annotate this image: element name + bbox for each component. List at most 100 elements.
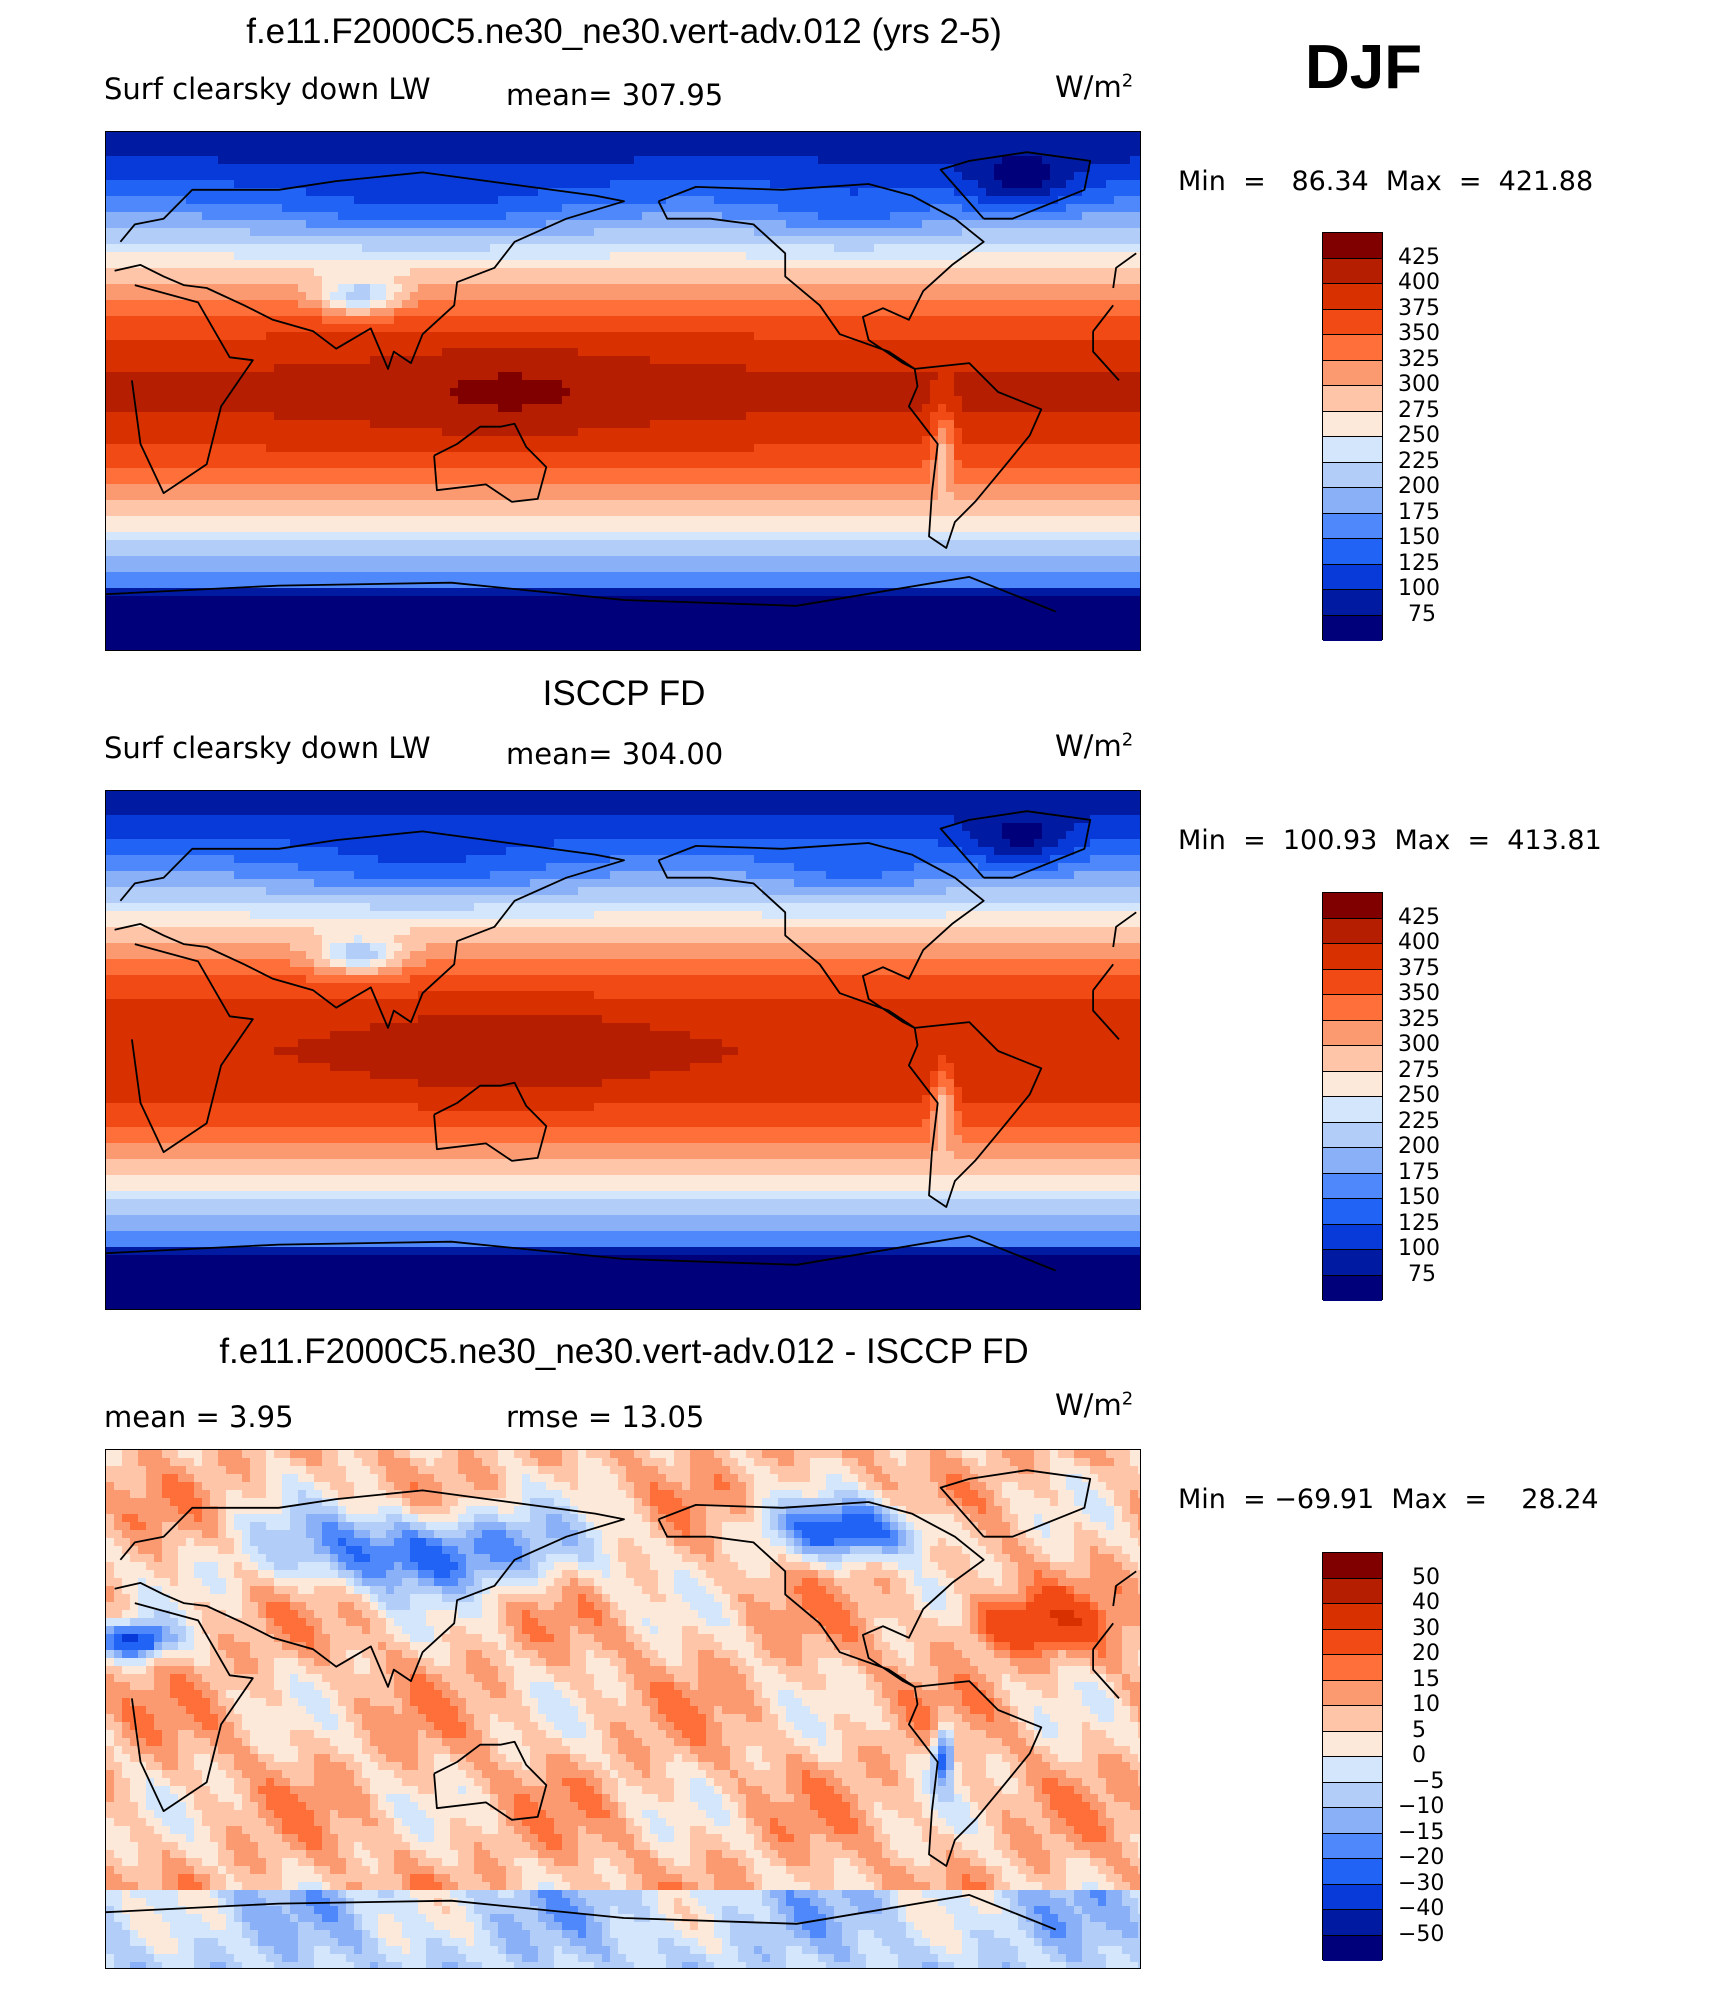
field-cell: [978, 340, 987, 349]
field-cell: [682, 268, 691, 277]
field-cell: [362, 172, 371, 181]
field-cell: [826, 412, 835, 421]
field-cell: [1138, 148, 1140, 157]
field-cell: [250, 228, 259, 237]
field-cell: [850, 292, 859, 301]
field-cell: [858, 340, 867, 349]
field-cell: [130, 260, 139, 269]
field-cell: [210, 348, 219, 357]
field-cell: [826, 212, 835, 221]
field-cell: [586, 132, 595, 141]
field-cell: [618, 212, 627, 221]
field-cell: [562, 132, 571, 141]
field-cell: [842, 172, 851, 181]
field-cell: [122, 388, 131, 397]
field-cell: [250, 420, 259, 429]
field-cell: [290, 420, 299, 429]
field-cell: [330, 372, 339, 381]
field-cell: [898, 292, 907, 301]
field-cell: [1042, 364, 1051, 373]
field-cell: [1098, 260, 1107, 269]
field-cell: [930, 172, 939, 181]
field-cell: [250, 196, 259, 205]
field-cell: [690, 372, 699, 381]
field-cell: [322, 204, 331, 213]
field-cell: [234, 356, 243, 365]
field-cell: [274, 404, 283, 413]
field-cell: [506, 188, 515, 197]
field-cell: [522, 180, 531, 189]
field-cell: [882, 404, 891, 413]
field-cell: [610, 388, 619, 397]
field-cell: [538, 156, 547, 165]
field-cell: [410, 220, 419, 229]
field-cell: [482, 380, 491, 389]
field-cell: [842, 148, 851, 157]
field-cell: [682, 140, 691, 149]
field-cell: [306, 308, 315, 317]
field-cell: [770, 364, 779, 373]
field-cell: [258, 428, 267, 437]
field-cell: [730, 300, 739, 309]
field-cell: [122, 300, 131, 309]
field-cell: [970, 180, 979, 189]
field-cell: [114, 236, 123, 245]
field-cell: [258, 156, 267, 165]
field-cell: [922, 404, 931, 413]
field-cell: [370, 228, 379, 237]
field-cell: [1082, 212, 1091, 221]
field-cell: [482, 348, 491, 357]
field-cell: [378, 356, 387, 365]
field-cell: [170, 324, 179, 333]
field-cell: [762, 276, 771, 285]
field-cell: [970, 260, 979, 269]
field-cell: [746, 372, 755, 381]
field-cell: [330, 156, 339, 165]
field-cell: [410, 132, 419, 141]
field-cell: [362, 228, 371, 237]
field-cell: [298, 220, 307, 229]
field-cell: [354, 252, 363, 261]
field-cell: [682, 260, 691, 269]
field-cell: [674, 420, 683, 429]
field-cell: [1058, 148, 1067, 157]
field-cell: [994, 332, 1003, 341]
field-cell: [1082, 324, 1091, 333]
field-cell: [138, 276, 147, 285]
field-cell: [1050, 188, 1059, 197]
field-cell: [194, 196, 203, 205]
field-cell: [1074, 164, 1083, 173]
field-cell: [1066, 300, 1075, 309]
field-cell: [530, 428, 539, 437]
field-cell: [858, 412, 867, 421]
field-cell: [554, 220, 563, 229]
field-cell: [922, 372, 931, 381]
field-cell: [218, 276, 227, 285]
field-cell: [658, 316, 667, 325]
field-cell: [874, 388, 883, 397]
field-cell: [498, 436, 507, 445]
field-cell: [458, 348, 467, 357]
field-cell: [962, 188, 971, 197]
field-cell: [1098, 396, 1107, 405]
field-cell: [834, 428, 843, 437]
field-cell: [962, 388, 971, 397]
field-cell: [1130, 252, 1139, 261]
field-cell: [1138, 372, 1140, 381]
field-cell: [378, 340, 387, 349]
field-cell: [826, 276, 835, 285]
field-cell: [114, 228, 123, 237]
field-cell: [234, 132, 243, 141]
field-cell: [114, 372, 123, 381]
field-cell: [250, 212, 259, 221]
field-cell: [306, 188, 315, 197]
field-cell: [1106, 188, 1115, 197]
field-cell: [186, 284, 195, 293]
field-cell: [730, 396, 739, 405]
field-cell: [434, 236, 443, 245]
field-cell: [530, 180, 539, 189]
field-cell: [202, 372, 211, 381]
field-cell: [946, 428, 955, 437]
field-cell: [802, 428, 811, 437]
field-cell: [114, 316, 123, 325]
